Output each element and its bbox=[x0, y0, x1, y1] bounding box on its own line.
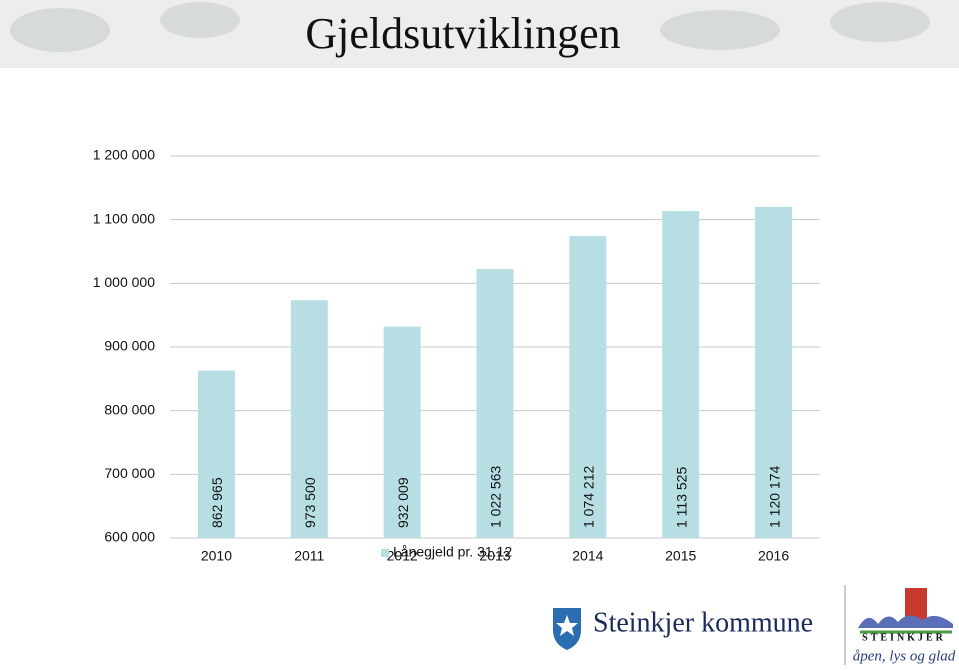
data-label: 862 965 bbox=[209, 477, 225, 528]
data-label: 1 022 563 bbox=[488, 466, 504, 528]
y-tick-label: 800 000 bbox=[104, 401, 155, 417]
x-tick-label: 2010 bbox=[201, 548, 232, 564]
slogan: åpen, lys og glad bbox=[853, 648, 956, 664]
x-tick-label: 2011 bbox=[294, 548, 324, 564]
y-tick-label: 700 000 bbox=[104, 465, 155, 481]
x-tick-label: 2012 bbox=[387, 548, 418, 564]
bar bbox=[662, 211, 700, 538]
data-label: 1 074 212 bbox=[581, 466, 597, 528]
logo-name: STEINKJER bbox=[862, 632, 946, 643]
kommune-logo bbox=[553, 608, 581, 650]
bar bbox=[197, 370, 235, 538]
bar bbox=[755, 206, 793, 538]
x-tick-label: 2016 bbox=[758, 548, 789, 564]
x-tick-label: 2014 bbox=[572, 548, 603, 564]
y-tick-label: 1 000 000 bbox=[93, 274, 155, 290]
legend-label: Lånegjeld pr. 31.12 bbox=[393, 544, 512, 560]
data-label: 973 500 bbox=[302, 477, 318, 528]
organization-name: Steinkjer kommune bbox=[593, 607, 813, 638]
x-tick-label: 2013 bbox=[479, 548, 510, 564]
legend-swatch bbox=[381, 549, 389, 557]
city-logo bbox=[858, 588, 953, 634]
bar bbox=[476, 268, 514, 538]
bar bbox=[290, 300, 328, 538]
data-label: 932 009 bbox=[395, 477, 411, 528]
y-tick-label: 900 000 bbox=[104, 338, 155, 354]
x-tick-label: 2015 bbox=[665, 548, 696, 564]
chart-title: Gjeldsutviklingen bbox=[305, 9, 620, 58]
y-tick-label: 600 000 bbox=[104, 529, 155, 545]
plot: 600 000 700 000 800 000 900 000 1 000 000 1 1… bbox=[93, 147, 820, 564]
data-label: 1 113 525 bbox=[673, 467, 689, 528]
y-tick-label: 1 200 000 bbox=[93, 147, 155, 163]
bar bbox=[383, 326, 421, 538]
data-label: 1 120 174 bbox=[766, 466, 782, 528]
bar bbox=[569, 236, 607, 538]
header-band bbox=[0, 0, 959, 68]
y-tick-label: 1 100 000 bbox=[93, 210, 155, 226]
header-decoration bbox=[10, 2, 930, 52]
